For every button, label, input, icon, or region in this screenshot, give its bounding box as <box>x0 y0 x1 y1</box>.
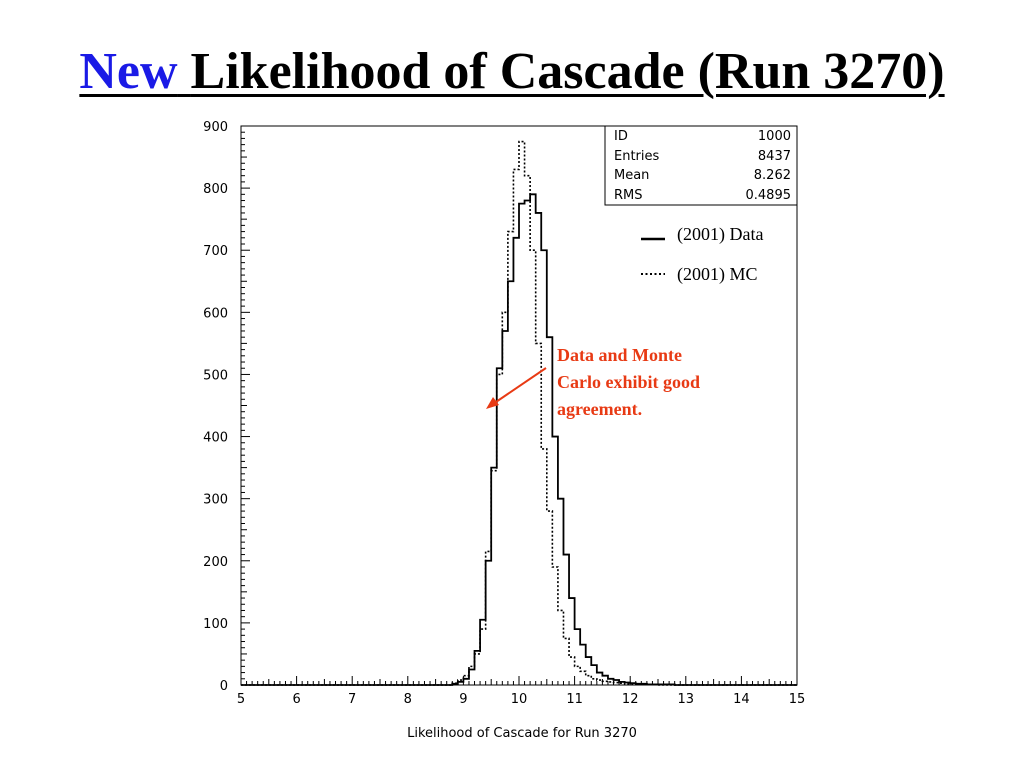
stats-box-frame <box>604 125 798 206</box>
legend-mc-label: (2001) MC <box>677 264 758 285</box>
stats-box: ID 1000 Entries 8437 Mean 8.262 RMS 0.48… <box>604 125 798 206</box>
legend: (2001) Data (2001) MC <box>641 224 763 285</box>
stats-value-rms: 0.4895 <box>746 188 792 203</box>
annotation: Data and Monte Carlo exhibit good agreem… <box>486 345 700 419</box>
x-tick-label: 13 <box>678 692 695 707</box>
x-tick-label: 12 <box>622 692 639 707</box>
y-tick-label: 600 <box>203 306 228 321</box>
title-new-word: New <box>79 43 178 100</box>
y-tick-label: 400 <box>203 431 228 446</box>
stats-value-id: 1000 <box>758 129 791 144</box>
annotation-arrow-shaft <box>492 367 547 405</box>
y-axis-ticks: 0 100 200 300 400 500 600 700 800 900 <box>203 120 250 694</box>
x-tick-label: 6 <box>292 692 300 707</box>
slide-title: New Likelihood of Cascade (Run 3270) <box>0 40 1024 104</box>
stats-label-rms: RMS <box>614 188 643 203</box>
x-tick-label: 10 <box>511 692 528 707</box>
x-tick-label: 14 <box>733 692 750 707</box>
y-tick-label: 0 <box>220 679 228 694</box>
x-tick-label: 8 <box>404 692 412 707</box>
annotation-line-3: agreement. <box>557 399 642 419</box>
x-axis-label: Likelihood of Cascade for Run 3270 <box>407 726 637 741</box>
y-tick-label: 500 <box>203 368 228 383</box>
stats-value-mean: 8.262 <box>754 168 791 183</box>
stats-label-mean: Mean <box>614 168 649 183</box>
x-axis-ticks: 5 6 7 8 9 10 11 12 13 14 15 <box>237 676 805 707</box>
annotation-line-1: Data and Monte <box>557 345 682 365</box>
histogram-series <box>241 140 797 686</box>
y-tick-label: 200 <box>203 555 228 570</box>
legend-data-label: (2001) Data <box>677 224 763 245</box>
stats-label-id: ID <box>614 129 628 144</box>
annotation-arrow-head <box>486 397 499 409</box>
y-tick-label: 300 <box>203 493 228 508</box>
x-tick-label: 11 <box>566 692 583 707</box>
annotation-line-2: Carlo exhibit good <box>557 372 700 392</box>
x-tick-label: 15 <box>789 692 806 707</box>
y-tick-label: 900 <box>203 120 228 135</box>
x-tick-label: 5 <box>237 692 245 707</box>
x-tick-label: 9 <box>459 692 467 707</box>
series-mc-histogram <box>241 140 797 686</box>
x-tick-label: 7 <box>348 692 356 707</box>
y-tick-label: 100 <box>203 617 228 632</box>
stats-label-entries: Entries <box>614 149 660 164</box>
stats-value-entries: 8437 <box>758 149 791 164</box>
y-tick-label: 700 <box>203 244 228 259</box>
title-main-text: Likelihood of Cascade (Run 3270) <box>190 43 945 100</box>
y-tick-label: 800 <box>203 182 228 197</box>
